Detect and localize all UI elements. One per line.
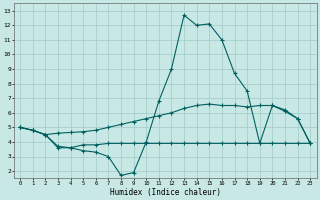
X-axis label: Humidex (Indice chaleur): Humidex (Indice chaleur) bbox=[110, 188, 220, 197]
